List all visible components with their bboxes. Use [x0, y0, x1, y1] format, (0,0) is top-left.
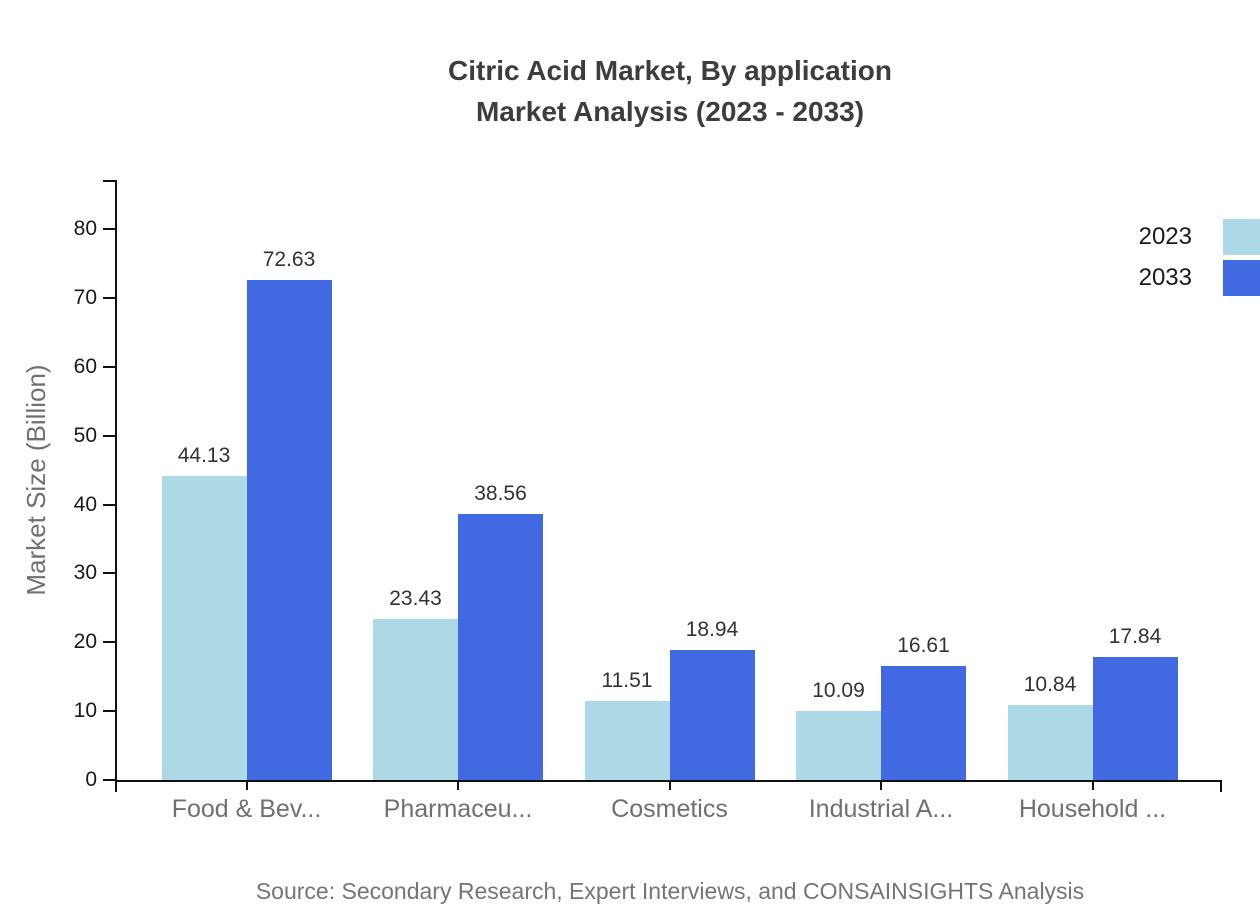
chart-title: Citric Acid Market, By application Marke…	[75, 50, 1260, 132]
bar-value-label: 10.09	[812, 678, 865, 702]
legend-swatch-2033	[1223, 260, 1260, 296]
bar-value-label: 17.84	[1108, 625, 1162, 649]
x-tick	[668, 780, 671, 790]
y-tick	[103, 365, 115, 368]
y-tick-label: 50	[73, 423, 97, 447]
y-tick-label: 30	[73, 561, 97, 585]
x-axis-right-cap	[1220, 780, 1222, 792]
bar-2033-4	[881, 665, 966, 780]
bar-value-label: 16.61	[897, 633, 950, 657]
y-tick-label: 0	[85, 768, 97, 791]
y-tick	[103, 296, 115, 299]
bar-value-label: 72.63	[262, 247, 316, 271]
legend-item-2023: 2023	[1139, 219, 1260, 255]
category-label: Food & Bev...	[171, 795, 322, 823]
y-tick-label: 40	[73, 492, 97, 516]
bar-2033-5	[1092, 657, 1178, 780]
bar-2023-5	[1007, 705, 1093, 780]
legend-label-2033: 2033	[1138, 264, 1192, 291]
bar-2033-2	[458, 514, 543, 780]
y-tick-label: 10	[73, 699, 97, 723]
y-tick-label: 80	[73, 217, 97, 240]
y-tick	[103, 434, 115, 437]
bar-2033-1	[246, 279, 332, 780]
bar-2023-1	[161, 476, 247, 780]
bar-2023-2	[373, 618, 458, 780]
x-tick	[880, 780, 882, 790]
bar-value-label: 38.56	[474, 482, 527, 506]
category-label: Industrial A...	[808, 795, 954, 823]
y-tick	[103, 228, 115, 230]
legend-item-2033: 2033	[1139, 260, 1260, 296]
y-axis-top-cap	[103, 180, 115, 182]
y-tick	[103, 779, 115, 781]
category-label: Household ...	[1018, 795, 1167, 823]
y-tick	[103, 710, 115, 713]
bar-value-label: 44.13	[177, 444, 231, 468]
x-tick	[457, 780, 459, 790]
bar-value-label: 18.94	[685, 617, 739, 641]
bar-2023-3	[584, 700, 670, 780]
y-tick-label: 20	[73, 630, 97, 654]
bar-2033-3	[669, 649, 755, 780]
legend: 2023 2033	[1139, 219, 1260, 296]
y-tick-label: 70	[73, 285, 97, 309]
legend-swatch-2023	[1223, 219, 1260, 255]
category-label: Cosmetics	[611, 795, 728, 823]
x-tick	[1091, 780, 1094, 790]
y-tick-label: 60	[73, 354, 97, 378]
bar-2023-4	[796, 710, 881, 780]
y-tick	[103, 572, 115, 575]
x-axis-left-cap	[115, 780, 117, 792]
y-tick	[103, 641, 115, 644]
legend-label-2023: 2023	[1138, 223, 1192, 250]
x-tick	[245, 780, 248, 790]
y-tick	[103, 503, 115, 506]
y-axis-title: Market Size (Billion)	[21, 364, 51, 596]
chart-title-line1: Citric Acid Market, By application	[448, 55, 892, 86]
source-attribution: Source: Secondary Research, Expert Inter…	[255, 878, 1085, 904]
bar-value-label: 23.43	[389, 586, 442, 610]
chart-title-line2: Market Analysis (2023 - 2033)	[475, 96, 865, 127]
bar-value-label: 10.84	[1023, 673, 1077, 697]
bar-value-label: 11.51	[601, 668, 653, 692]
y-axis-line	[115, 180, 117, 782]
category-label: Pharmaceu...	[383, 795, 533, 823]
